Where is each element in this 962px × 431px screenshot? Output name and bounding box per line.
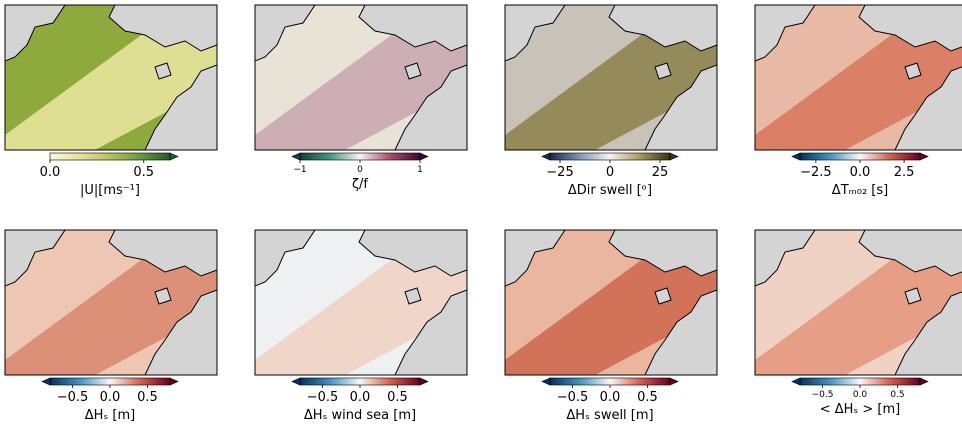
colorbar-tick-label: 0.5 (387, 390, 408, 405)
map-frame (4, 4, 218, 151)
colorbar-extend (41, 377, 51, 386)
colorbar (549, 377, 671, 386)
map-frame (4, 229, 218, 376)
colorbar-tick-label: 0.0 (100, 390, 121, 405)
colorbar-tick-label: 0.5 (637, 390, 658, 405)
map-field (255, 15, 467, 150)
colorbar-extend (919, 152, 929, 161)
colorbar-label: |U|[ms⁻¹] (80, 183, 140, 198)
colorbar-tick-label: 0.0 (350, 390, 371, 405)
map-frame (504, 229, 718, 376)
colorbar-extend (791, 377, 801, 386)
colorbar-tick-label: −1 (293, 165, 306, 175)
map-frame (254, 229, 468, 376)
colorbar-tick-label: 0.5 (890, 390, 904, 400)
colorbar-extend (541, 377, 551, 386)
colorbar-extend (291, 377, 301, 386)
map-frame (754, 4, 962, 151)
colorbar-label: ζ/f (352, 177, 368, 192)
colorbar-extend (669, 377, 679, 386)
map (505, 5, 717, 150)
map-field (5, 15, 217, 150)
colorbar (49, 152, 171, 161)
map-field (5, 240, 217, 375)
colorbar (549, 152, 671, 161)
map (5, 230, 217, 375)
colorbar-tick-label: −0.5 (812, 390, 834, 400)
colorbar-tick-label: 0.0 (600, 390, 621, 405)
map (255, 5, 467, 150)
colorbar-tick-label: 0 (357, 165, 363, 175)
colorbar-tick-label: 0.0 (853, 390, 868, 400)
map (505, 230, 717, 375)
colorbar-tick-label: 25 (652, 165, 669, 180)
colorbar-label: ΔHₛ wind sea [m] (304, 408, 416, 423)
map-frame (754, 229, 962, 376)
panel: −2.5 0.0 2.5 ΔTₘ₀₂ [s] (754, 4, 962, 198)
map (755, 230, 962, 375)
colorbar-tick-label: 0.5 (137, 390, 158, 405)
colorbar-label: ΔTₘ₀₂ [s] (832, 183, 888, 198)
colorbar-extend (291, 152, 301, 161)
colorbar-tick-label: 1 (417, 165, 423, 175)
map-frame (504, 4, 718, 151)
colorbar-label: ΔHₛ [m] (85, 408, 135, 423)
colorbar-tick-label: −2.5 (800, 165, 832, 180)
map (5, 5, 217, 150)
colorbar-extend (669, 152, 679, 161)
colorbar-tick-label: 2.5 (894, 165, 915, 180)
panel: 0.0 0.5 |U|[ms⁻¹] (4, 4, 218, 198)
panel: −1 0 1 ζ/f (254, 4, 468, 192)
colorbar-label: < ΔHₛ > [m] (820, 402, 901, 417)
colorbar-extend (169, 152, 179, 161)
colorbar-extend (419, 152, 429, 161)
colorbar-label: ΔHₛ swell [m] (566, 408, 653, 423)
panel: −0.5 0.0 0.5 ΔHₛ wind sea [m] (254, 229, 468, 423)
colorbar-label: ΔDir swell [ᵒ] (568, 183, 652, 198)
colorbar-tick-label: −25 (546, 165, 573, 180)
colorbar-extend (169, 377, 179, 386)
colorbar (299, 152, 421, 161)
colorbar-tick-label: 0 (606, 165, 614, 180)
panel: −0.5 0.0 0.5 ΔHₛ swell [m] (504, 229, 718, 423)
map (255, 230, 467, 375)
map-field (755, 15, 962, 150)
map-field (505, 15, 717, 150)
map-frame (254, 4, 468, 151)
colorbar-extend (541, 152, 551, 161)
map-field (505, 240, 717, 375)
colorbar-extend (791, 152, 801, 161)
colorbar (799, 152, 921, 161)
colorbar (299, 377, 421, 386)
colorbar-extend (419, 377, 429, 386)
colorbar-extend (919, 377, 929, 386)
colorbar-tick-label: 0.5 (133, 165, 154, 180)
colorbar-tick-label: −0.5 (557, 390, 589, 405)
panel: −0.5 0.0 0.5 < ΔHₛ > [m] (754, 229, 962, 417)
colorbar-tick-label: 0.0 (40, 165, 61, 180)
colorbar-tick-label: 0.0 (850, 165, 871, 180)
colorbar (799, 377, 921, 386)
colorbar-tick-label: −0.5 (307, 390, 339, 405)
map-field (755, 240, 962, 375)
colorbar-tick-label: −0.5 (57, 390, 89, 405)
colorbar (49, 377, 171, 386)
map (755, 5, 962, 150)
map-field (255, 240, 467, 375)
